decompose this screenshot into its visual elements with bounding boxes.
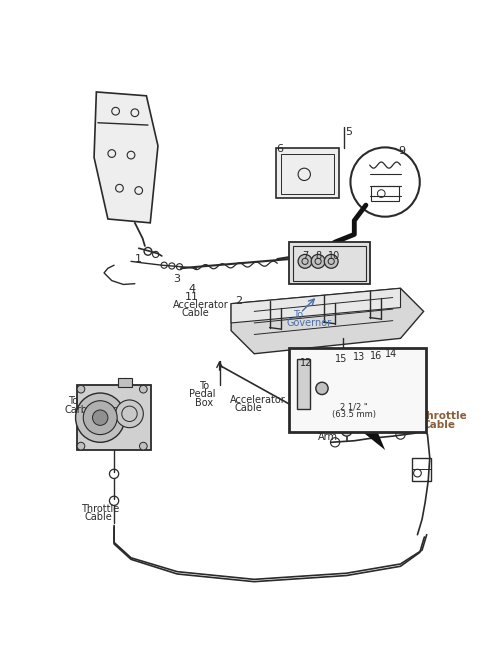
Text: Box: Box (195, 397, 213, 407)
Text: 6: 6 (276, 144, 283, 154)
Circle shape (77, 442, 85, 450)
Bar (297, 359, 310, 409)
Text: Governor: Governor (287, 318, 332, 328)
Text: (63.5 mm): (63.5 mm) (333, 410, 377, 419)
Text: 14: 14 (385, 349, 397, 359)
Bar (371, 186, 399, 201)
Text: 12: 12 (301, 358, 313, 368)
Text: 10: 10 (328, 251, 340, 261)
Circle shape (404, 415, 412, 423)
Text: Cable: Cable (235, 403, 263, 413)
Circle shape (139, 385, 147, 393)
Bar (412, 458, 431, 481)
Circle shape (311, 255, 325, 268)
Text: 1: 1 (135, 254, 142, 264)
Polygon shape (94, 92, 158, 223)
Bar (289, 348, 426, 431)
Text: 5: 5 (345, 127, 352, 137)
Text: Accelerator: Accelerator (229, 395, 286, 405)
Text: 11: 11 (185, 292, 199, 302)
Circle shape (116, 400, 143, 427)
Text: 2 1/2 ": 2 1/2 " (341, 402, 368, 411)
Polygon shape (231, 288, 424, 354)
Bar (281, 153, 333, 194)
Circle shape (77, 385, 85, 393)
Bar (289, 242, 370, 285)
Bar (77, 385, 151, 450)
Bar (293, 246, 366, 281)
Circle shape (316, 383, 328, 395)
Text: To: To (293, 310, 303, 320)
Text: 7: 7 (302, 251, 308, 261)
Text: 9: 9 (398, 146, 405, 156)
Circle shape (76, 393, 125, 442)
Text: Cable: Cable (181, 308, 209, 318)
Text: 4: 4 (189, 285, 196, 294)
Text: Carburetor: Carburetor (65, 405, 118, 415)
Circle shape (389, 416, 397, 424)
Text: 13: 13 (353, 352, 365, 362)
Text: Cable: Cable (422, 420, 455, 430)
Bar (276, 148, 339, 198)
Text: 15: 15 (335, 354, 348, 364)
Polygon shape (231, 288, 401, 323)
Circle shape (92, 410, 108, 425)
Text: 12: 12 (322, 415, 336, 425)
Polygon shape (362, 431, 385, 450)
Text: 2: 2 (235, 296, 242, 306)
Bar (118, 378, 132, 387)
Circle shape (358, 417, 366, 425)
Text: Throttle: Throttle (81, 504, 119, 514)
Text: Pedal: Pedal (189, 389, 215, 399)
Text: To: To (68, 396, 78, 406)
Circle shape (298, 255, 312, 268)
Text: 16: 16 (370, 350, 382, 360)
Circle shape (314, 421, 326, 433)
Text: 8: 8 (315, 251, 321, 261)
Text: Governor: Governor (312, 424, 357, 433)
Text: 3: 3 (173, 275, 181, 285)
Text: Cable: Cable (85, 513, 113, 523)
Text: Accelerator: Accelerator (173, 300, 229, 310)
Text: Throttle: Throttle (420, 411, 468, 421)
Circle shape (83, 401, 117, 435)
Text: Arm: Arm (318, 432, 338, 442)
Circle shape (324, 255, 338, 268)
Text: To: To (199, 381, 209, 391)
Circle shape (374, 417, 381, 425)
Circle shape (341, 425, 352, 436)
Circle shape (139, 442, 147, 450)
